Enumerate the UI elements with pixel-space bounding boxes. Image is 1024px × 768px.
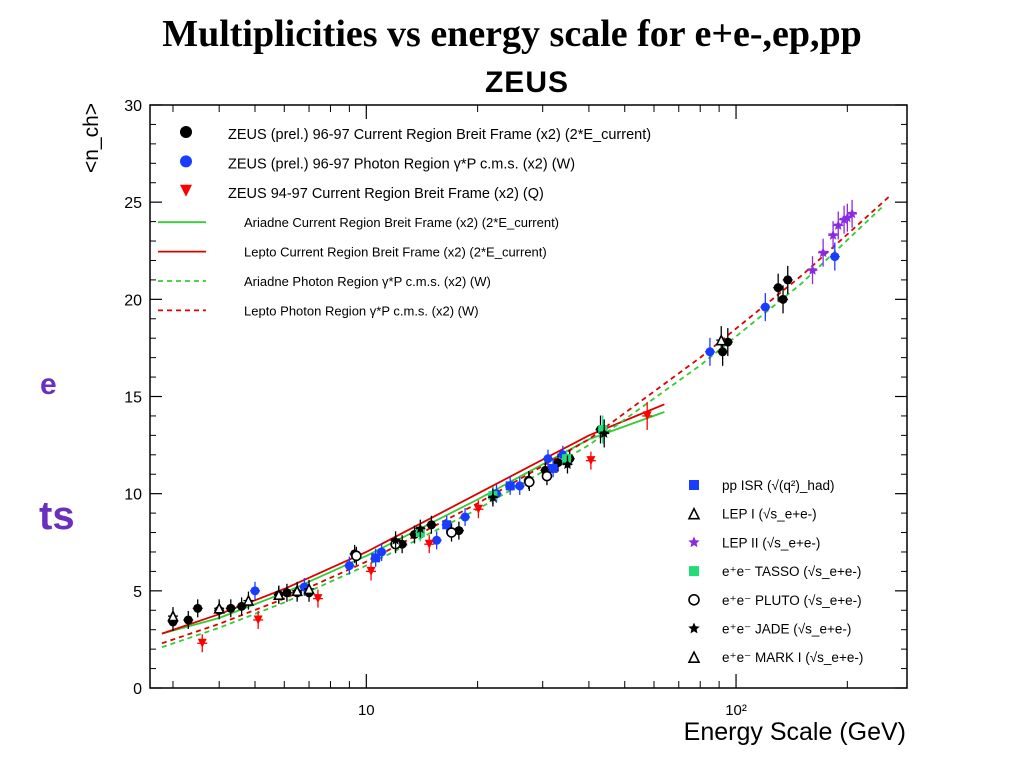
y-axis-label: <n_ch> <box>80 103 103 173</box>
data-point <box>242 594 255 606</box>
data-point <box>833 220 844 230</box>
data-point <box>783 275 793 285</box>
model-curve <box>161 411 665 635</box>
data-point <box>515 481 525 491</box>
legend-label: pp ISR (√(q²)_had) <box>722 478 834 493</box>
y-tick-label: 0 <box>133 681 142 698</box>
data-point <box>642 411 652 421</box>
legend-label: e⁺e⁻ JADE (√s_e+e-) <box>722 622 851 637</box>
zeus-logo: ZEUS <box>484 66 569 99</box>
data-point <box>505 481 515 491</box>
data-point <box>282 588 292 598</box>
legend-marker <box>688 622 700 634</box>
data-point <box>718 347 728 357</box>
data-point <box>424 539 434 549</box>
data-point <box>442 520 452 530</box>
data-point <box>371 553 381 563</box>
data-point <box>351 550 362 562</box>
legend-label: ZEUS 94-97 Current Region Breit Frame (x… <box>228 186 544 202</box>
legend-marker <box>180 155 192 168</box>
legend-label: ZEUS (prel.) 96-97 Photon Region γ*P c.m… <box>228 156 575 172</box>
data-point <box>599 427 610 438</box>
data-point <box>562 459 573 469</box>
data-point <box>827 229 839 240</box>
legend-marker <box>688 593 700 606</box>
y-tick-label: 5 <box>133 584 142 601</box>
data-point <box>548 463 558 473</box>
data-point <box>543 454 553 464</box>
legend-marker <box>687 506 701 520</box>
data-point <box>524 476 535 488</box>
y-tick-label: 20 <box>124 292 142 309</box>
left-edge-fragment-1: e <box>40 368 57 401</box>
data-point <box>197 638 207 648</box>
data-point <box>715 333 728 346</box>
data-point <box>562 454 572 464</box>
data-point <box>838 214 850 225</box>
data-point <box>773 283 783 293</box>
data-point <box>344 561 354 571</box>
data-point <box>705 347 715 357</box>
data-point <box>598 425 608 435</box>
data-point <box>313 594 323 604</box>
data-point <box>366 566 376 576</box>
data-point <box>273 588 285 601</box>
model-curve <box>161 195 891 645</box>
legend-marker <box>180 184 192 197</box>
data-point <box>586 456 596 466</box>
data-point <box>291 584 303 597</box>
data-point <box>760 302 770 312</box>
y-tick-label: 25 <box>124 195 142 212</box>
legend-label: Ariadne Photon Region γ*P c.m.s. (x2) (W… <box>244 274 491 289</box>
data-point <box>213 602 225 614</box>
data-point <box>842 212 853 223</box>
data-point <box>193 603 203 613</box>
legend-marker <box>688 536 700 548</box>
data-point <box>167 609 179 622</box>
legend-marker <box>689 480 699 490</box>
data-point <box>487 492 499 502</box>
data-point <box>807 264 818 275</box>
model-curve <box>161 205 884 649</box>
data-point <box>473 504 483 514</box>
x-axis-label: Energy Scale (GeV) <box>684 718 906 746</box>
data-point <box>846 208 858 219</box>
y-tick-label: 10 <box>124 487 142 504</box>
data-point <box>390 534 401 545</box>
data-point <box>541 470 553 482</box>
data-point <box>426 520 436 530</box>
data-point <box>183 615 193 625</box>
legend-label: Lepto Current Region Breit Frame (x2) (2… <box>244 245 547 260</box>
legend-label: e⁺e⁻ PLUTO (√s_e+e-) <box>722 593 862 608</box>
legend-label: LEP I (√s_e+e-) <box>722 507 817 522</box>
data-point <box>778 294 788 304</box>
data-point <box>432 535 442 545</box>
data-point <box>830 252 840 262</box>
legend-label: e⁺e⁻ MARK I (√s_e+e-) <box>722 650 863 665</box>
legend-label: e⁺e⁻ TASSO (√s_e+e-) <box>722 564 861 579</box>
data-point <box>303 582 315 595</box>
data-point <box>250 586 260 596</box>
slide-title: Multiplicities vs energy scale for e+e-,… <box>162 13 862 55</box>
legend-marker <box>687 650 701 663</box>
data-point <box>460 512 470 522</box>
legend-marker <box>689 566 699 577</box>
x-tick-label: 10 <box>358 702 375 719</box>
data-point <box>817 247 829 258</box>
legend-label: ZEUS (prel.) 96-97 Current Region Breit … <box>228 127 651 143</box>
legend-label: LEP II (√s_e+e-) <box>722 535 820 550</box>
legend-marker <box>180 126 192 138</box>
data-point <box>253 615 263 625</box>
data-point <box>446 527 457 538</box>
y-tick-label: 15 <box>124 390 142 407</box>
legend-label: Lepto Photon Region γ*P c.m.s. (x2) (W) <box>244 303 479 318</box>
data-point <box>415 523 426 534</box>
data-point <box>226 603 236 613</box>
y-tick-label: 30 <box>124 98 142 115</box>
legend-label: Ariadne Current Region Breit Frame (x2) … <box>244 215 559 230</box>
left-edge-fragment-2: ts <box>39 494 75 538</box>
x-tick-label: 10² <box>725 702 747 719</box>
